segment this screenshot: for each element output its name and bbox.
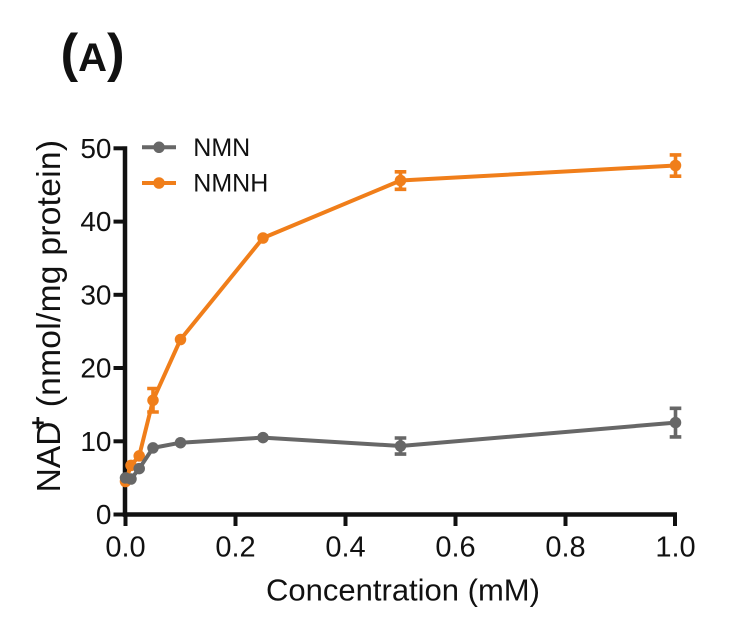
svg-text:10: 10 xyxy=(80,426,111,457)
svg-text:NMN: NMN xyxy=(193,134,250,162)
svg-text:40: 40 xyxy=(80,206,111,237)
svg-text:0: 0 xyxy=(96,499,112,530)
svg-text:30: 30 xyxy=(80,279,111,310)
svg-text:50: 50 xyxy=(80,133,111,164)
svg-text:NMNH: NMNH xyxy=(193,170,268,198)
svg-text:Concentration (mM): Concentration (mM) xyxy=(266,573,540,608)
svg-text:0.2: 0.2 xyxy=(215,532,255,564)
svg-text:NAD (nmol/mg protein): NAD (nmol/mg protein) xyxy=(31,140,68,493)
svg-text:0.6: 0.6 xyxy=(435,532,475,564)
svg-text:1.0: 1.0 xyxy=(655,532,695,564)
svg-text:20: 20 xyxy=(80,353,111,384)
svg-text:0.4: 0.4 xyxy=(325,532,365,564)
svg-text:0.0: 0.0 xyxy=(105,532,145,564)
svg-text:0.8: 0.8 xyxy=(545,532,585,564)
